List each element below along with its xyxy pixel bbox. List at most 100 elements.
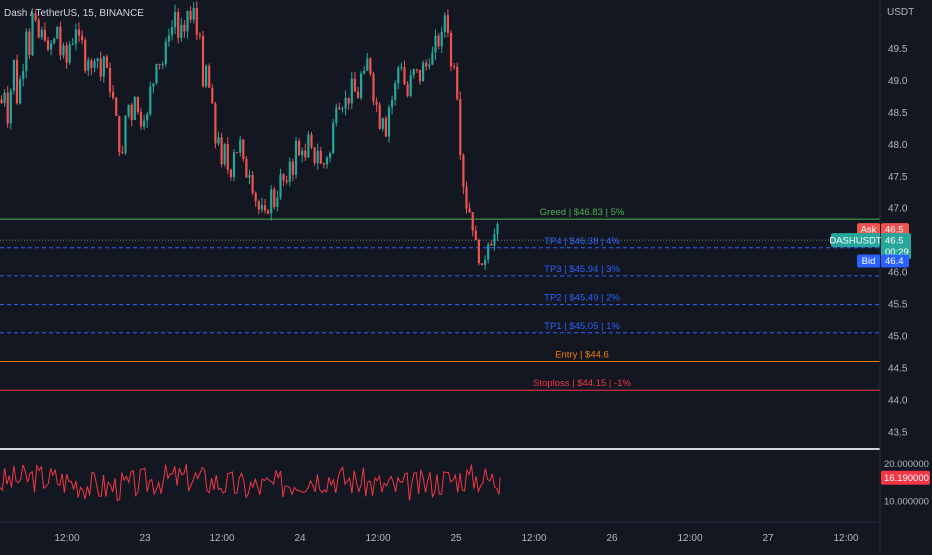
bid-value-tag: 46.4: [881, 254, 909, 268]
time-tick-label: 24: [294, 533, 306, 544]
candle: [62, 42, 65, 59]
candle: [112, 85, 115, 100]
candle: [19, 75, 22, 105]
price-tick-label: 44.5: [888, 363, 908, 374]
level-label: Greed | $46.83 | 5%: [540, 207, 625, 218]
candle: [174, 4, 177, 35]
candle: [440, 26, 443, 54]
oscillator-current-tag: 16.190000: [881, 470, 930, 485]
candle: [415, 68, 418, 73]
candle: [387, 104, 391, 143]
candle: [316, 143, 319, 170]
candle: [453, 63, 456, 70]
candle: [50, 39, 53, 56]
candle: [121, 145, 124, 155]
candle: [226, 137, 229, 175]
candle: [74, 23, 77, 51]
candle: [418, 69, 422, 85]
candle: [465, 181, 468, 214]
candle: [301, 147, 304, 163]
candle: [71, 38, 74, 46]
candle: [248, 169, 251, 185]
candle: [164, 37, 167, 68]
level-label: TP1 | $45.05 | 1%: [544, 321, 620, 332]
price-tick-label: 44.0: [888, 395, 908, 406]
candle: [378, 102, 381, 130]
candle: [369, 57, 372, 77]
candle: [34, 9, 37, 22]
candle: [459, 91, 462, 160]
candle: [12, 59, 15, 95]
candle: [471, 212, 474, 237]
candle: [428, 58, 431, 70]
candle: [338, 102, 341, 110]
svg-text:46.4: 46.4: [885, 256, 904, 267]
candle: [307, 131, 310, 159]
candle: [310, 131, 313, 150]
candle: [239, 136, 242, 157]
candle: [146, 111, 149, 128]
candle: [77, 22, 81, 43]
candle: [6, 85, 9, 128]
svg-text:00:29: 00:29: [885, 247, 909, 258]
price-tick-label: 46.0: [888, 268, 908, 279]
candle: [205, 64, 208, 88]
candle: [304, 143, 307, 161]
candle: [43, 22, 46, 43]
candle: [406, 81, 409, 98]
candle: [366, 52, 369, 71]
ask-value-tag: 46.5: [881, 223, 909, 237]
candle: [133, 95, 136, 121]
candle: [214, 101, 217, 149]
candle: [25, 28, 28, 79]
time-tick-label: 12:00: [209, 533, 234, 544]
candle: [484, 255, 487, 270]
candle: [335, 103, 338, 127]
chart-title: Dash / TetherUS, 15, BINANCE: [4, 8, 144, 19]
candle: [332, 119, 335, 154]
bid-label-tag: Bid: [857, 254, 880, 268]
candlestick-series: [0, 1, 499, 270]
candle: [28, 28, 31, 60]
candle: [192, 1, 195, 24]
candle: [242, 138, 245, 163]
candle: [409, 69, 412, 98]
candle: [322, 162, 325, 169]
level-label: TP3 | $45.94 | 3%: [544, 264, 620, 275]
candle: [480, 263, 484, 266]
candle: [31, 11, 34, 57]
candle: [474, 225, 477, 241]
candle: [313, 147, 316, 166]
candle: [211, 83, 214, 104]
candle: [254, 191, 257, 207]
candle: [267, 208, 270, 215]
candle: [356, 86, 360, 99]
oscillator-line: [0, 463, 501, 502]
time-tick-label: 12:00: [833, 533, 858, 544]
candle: [260, 197, 263, 213]
candle: [381, 117, 384, 132]
candle: [347, 97, 350, 110]
candle: [46, 36, 50, 52]
time-axis[interactable]: 12:00 23 12:00 24 12:00 25 12:00 26 12:00 27 12:00: [54, 533, 858, 544]
time-tick-label: 27: [762, 533, 774, 544]
candle: [437, 33, 440, 50]
svg-text:Bid: Bid: [862, 256, 876, 267]
candle: [456, 62, 459, 101]
candle: [403, 60, 406, 86]
candle: [99, 51, 102, 82]
price-tick-label: 45.5: [888, 300, 908, 311]
svg-text:16.190000: 16.190000: [884, 473, 929, 484]
candle: [229, 168, 232, 181]
candle: [155, 63, 158, 85]
candle: [294, 136, 298, 179]
candle: [431, 46, 434, 66]
candle: [130, 102, 133, 127]
candle: [161, 61, 164, 70]
candle: [282, 173, 285, 187]
candle: [201, 30, 205, 88]
